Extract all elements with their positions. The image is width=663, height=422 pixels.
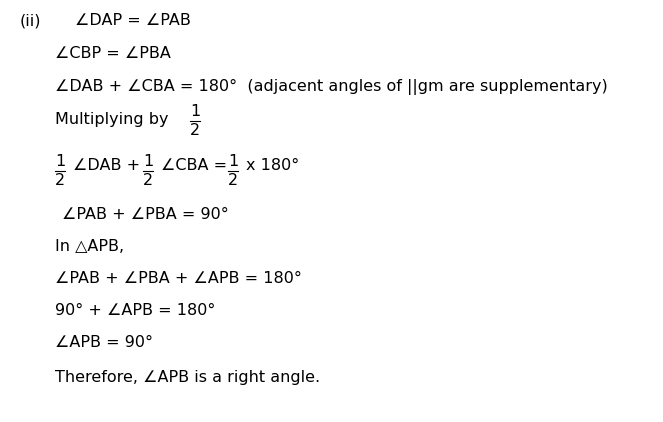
Text: 2: 2 [228, 173, 238, 188]
Text: 1: 1 [190, 104, 200, 119]
Text: 2: 2 [190, 123, 200, 138]
Text: ∠PAB + ∠PBA + ∠APB = 180°: ∠PAB + ∠PBA + ∠APB = 180° [55, 271, 302, 286]
Text: ∠CBA =: ∠CBA = [161, 157, 227, 173]
Text: 1: 1 [228, 154, 238, 169]
Text: 1: 1 [143, 154, 153, 169]
Text: ∠PAB + ∠PBA = 90°: ∠PAB + ∠PBA = 90° [62, 207, 229, 222]
Text: 1: 1 [55, 154, 65, 169]
Text: Multiplying by: Multiplying by [55, 112, 174, 127]
Text: ∠DAB + ∠CBA = 180°  (adjacent angles of ||gm are supplementary): ∠DAB + ∠CBA = 180° (adjacent angles of |… [55, 79, 608, 95]
Text: 2: 2 [55, 173, 65, 188]
Text: ∠DAP = ∠PAB: ∠DAP = ∠PAB [75, 13, 191, 28]
Text: x 180°: x 180° [246, 157, 299, 173]
Text: In △APB,: In △APB, [55, 239, 124, 254]
Text: ∠DAB +: ∠DAB + [73, 157, 140, 173]
Text: (ii): (ii) [20, 13, 42, 28]
Text: Therefore, ∠APB is a right angle.: Therefore, ∠APB is a right angle. [55, 370, 320, 385]
Text: ∠APB = 90°: ∠APB = 90° [55, 335, 153, 350]
Text: ∠CBP = ∠PBA: ∠CBP = ∠PBA [55, 46, 171, 61]
Text: 2: 2 [143, 173, 153, 188]
Text: 90° + ∠APB = 180°: 90° + ∠APB = 180° [55, 303, 215, 318]
